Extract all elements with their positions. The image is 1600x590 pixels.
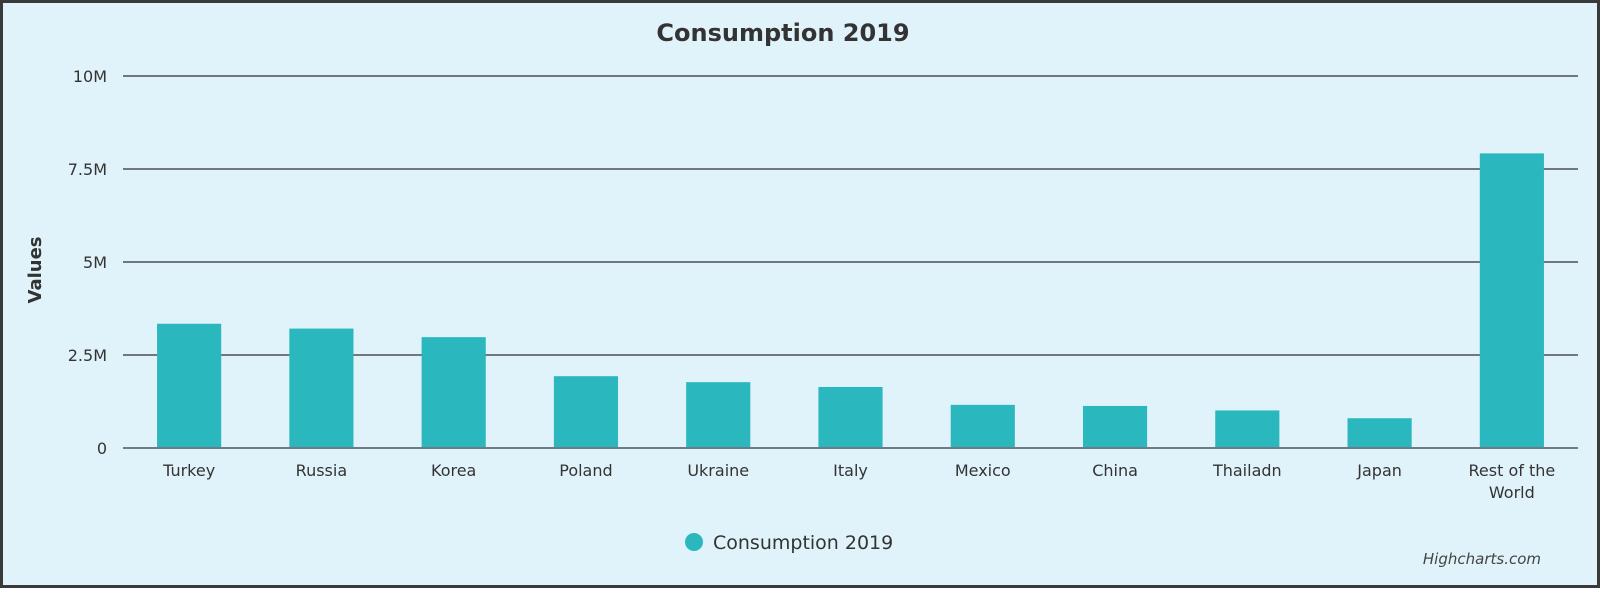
bar-mexico[interactable] — [950, 404, 1015, 448]
chart-svg: Consumption 2019 0 2.5M 5M 7.5M 10M Values T… — [25, 19, 1578, 568]
x-tick-label: Korea — [431, 461, 476, 480]
x-tick-label: Russia — [296, 461, 347, 480]
bars — [157, 153, 1544, 448]
chart-title: Consumption 2019 — [656, 19, 909, 47]
y-axis-title: Values — [25, 237, 46, 304]
bar-russia[interactable] — [289, 328, 354, 448]
x-tick-label: Turkey — [162, 461, 215, 480]
y-axis-ticks: 0 2.5M 5M 7.5M 10M — [68, 67, 107, 458]
bar-korea[interactable] — [421, 337, 486, 448]
bar-turkey[interactable] — [157, 323, 222, 448]
legend-marker-icon[interactable] — [685, 533, 703, 551]
x-tick-label: Mexico — [955, 461, 1011, 480]
bar-thailadn[interactable] — [1215, 410, 1280, 448]
x-axis-ticks: Turkey Russia Korea Poland Ukraine Italy Mexic… — [162, 461, 1555, 502]
y-tick-label: 5M — [83, 253, 107, 272]
y-tick-label: 2.5M — [68, 346, 107, 365]
x-tick-label: Italy — [833, 461, 868, 480]
gridlines — [123, 75, 1578, 356]
bar-italy[interactable] — [818, 386, 883, 448]
legend-item-label[interactable]: Consumption 2019 — [713, 532, 893, 554]
x-tick-label: China — [1092, 461, 1138, 480]
bar-rest-of-the-world[interactable] — [1479, 153, 1544, 448]
bar-ukraine[interactable] — [686, 382, 751, 448]
x-tick-label: Poland — [559, 461, 612, 480]
y-tick-label: 7.5M — [68, 160, 107, 179]
bar-japan[interactable] — [1347, 418, 1412, 448]
x-tick-label: Thailadn — [1212, 461, 1282, 480]
legend[interactable]: Consumption 2019 — [685, 532, 893, 554]
x-tick-label: Japan — [1356, 461, 1402, 480]
bar-china[interactable] — [1082, 405, 1148, 448]
x-tick-label: Ukraine — [687, 461, 749, 480]
credits-link[interactable]: Highcharts.com — [1423, 550, 1541, 568]
bar-poland[interactable] — [553, 376, 619, 448]
x-tick-label: Rest of the World — [1469, 461, 1556, 502]
y-tick-label: 0 — [97, 439, 107, 458]
y-tick-label: 10M — [73, 67, 107, 86]
